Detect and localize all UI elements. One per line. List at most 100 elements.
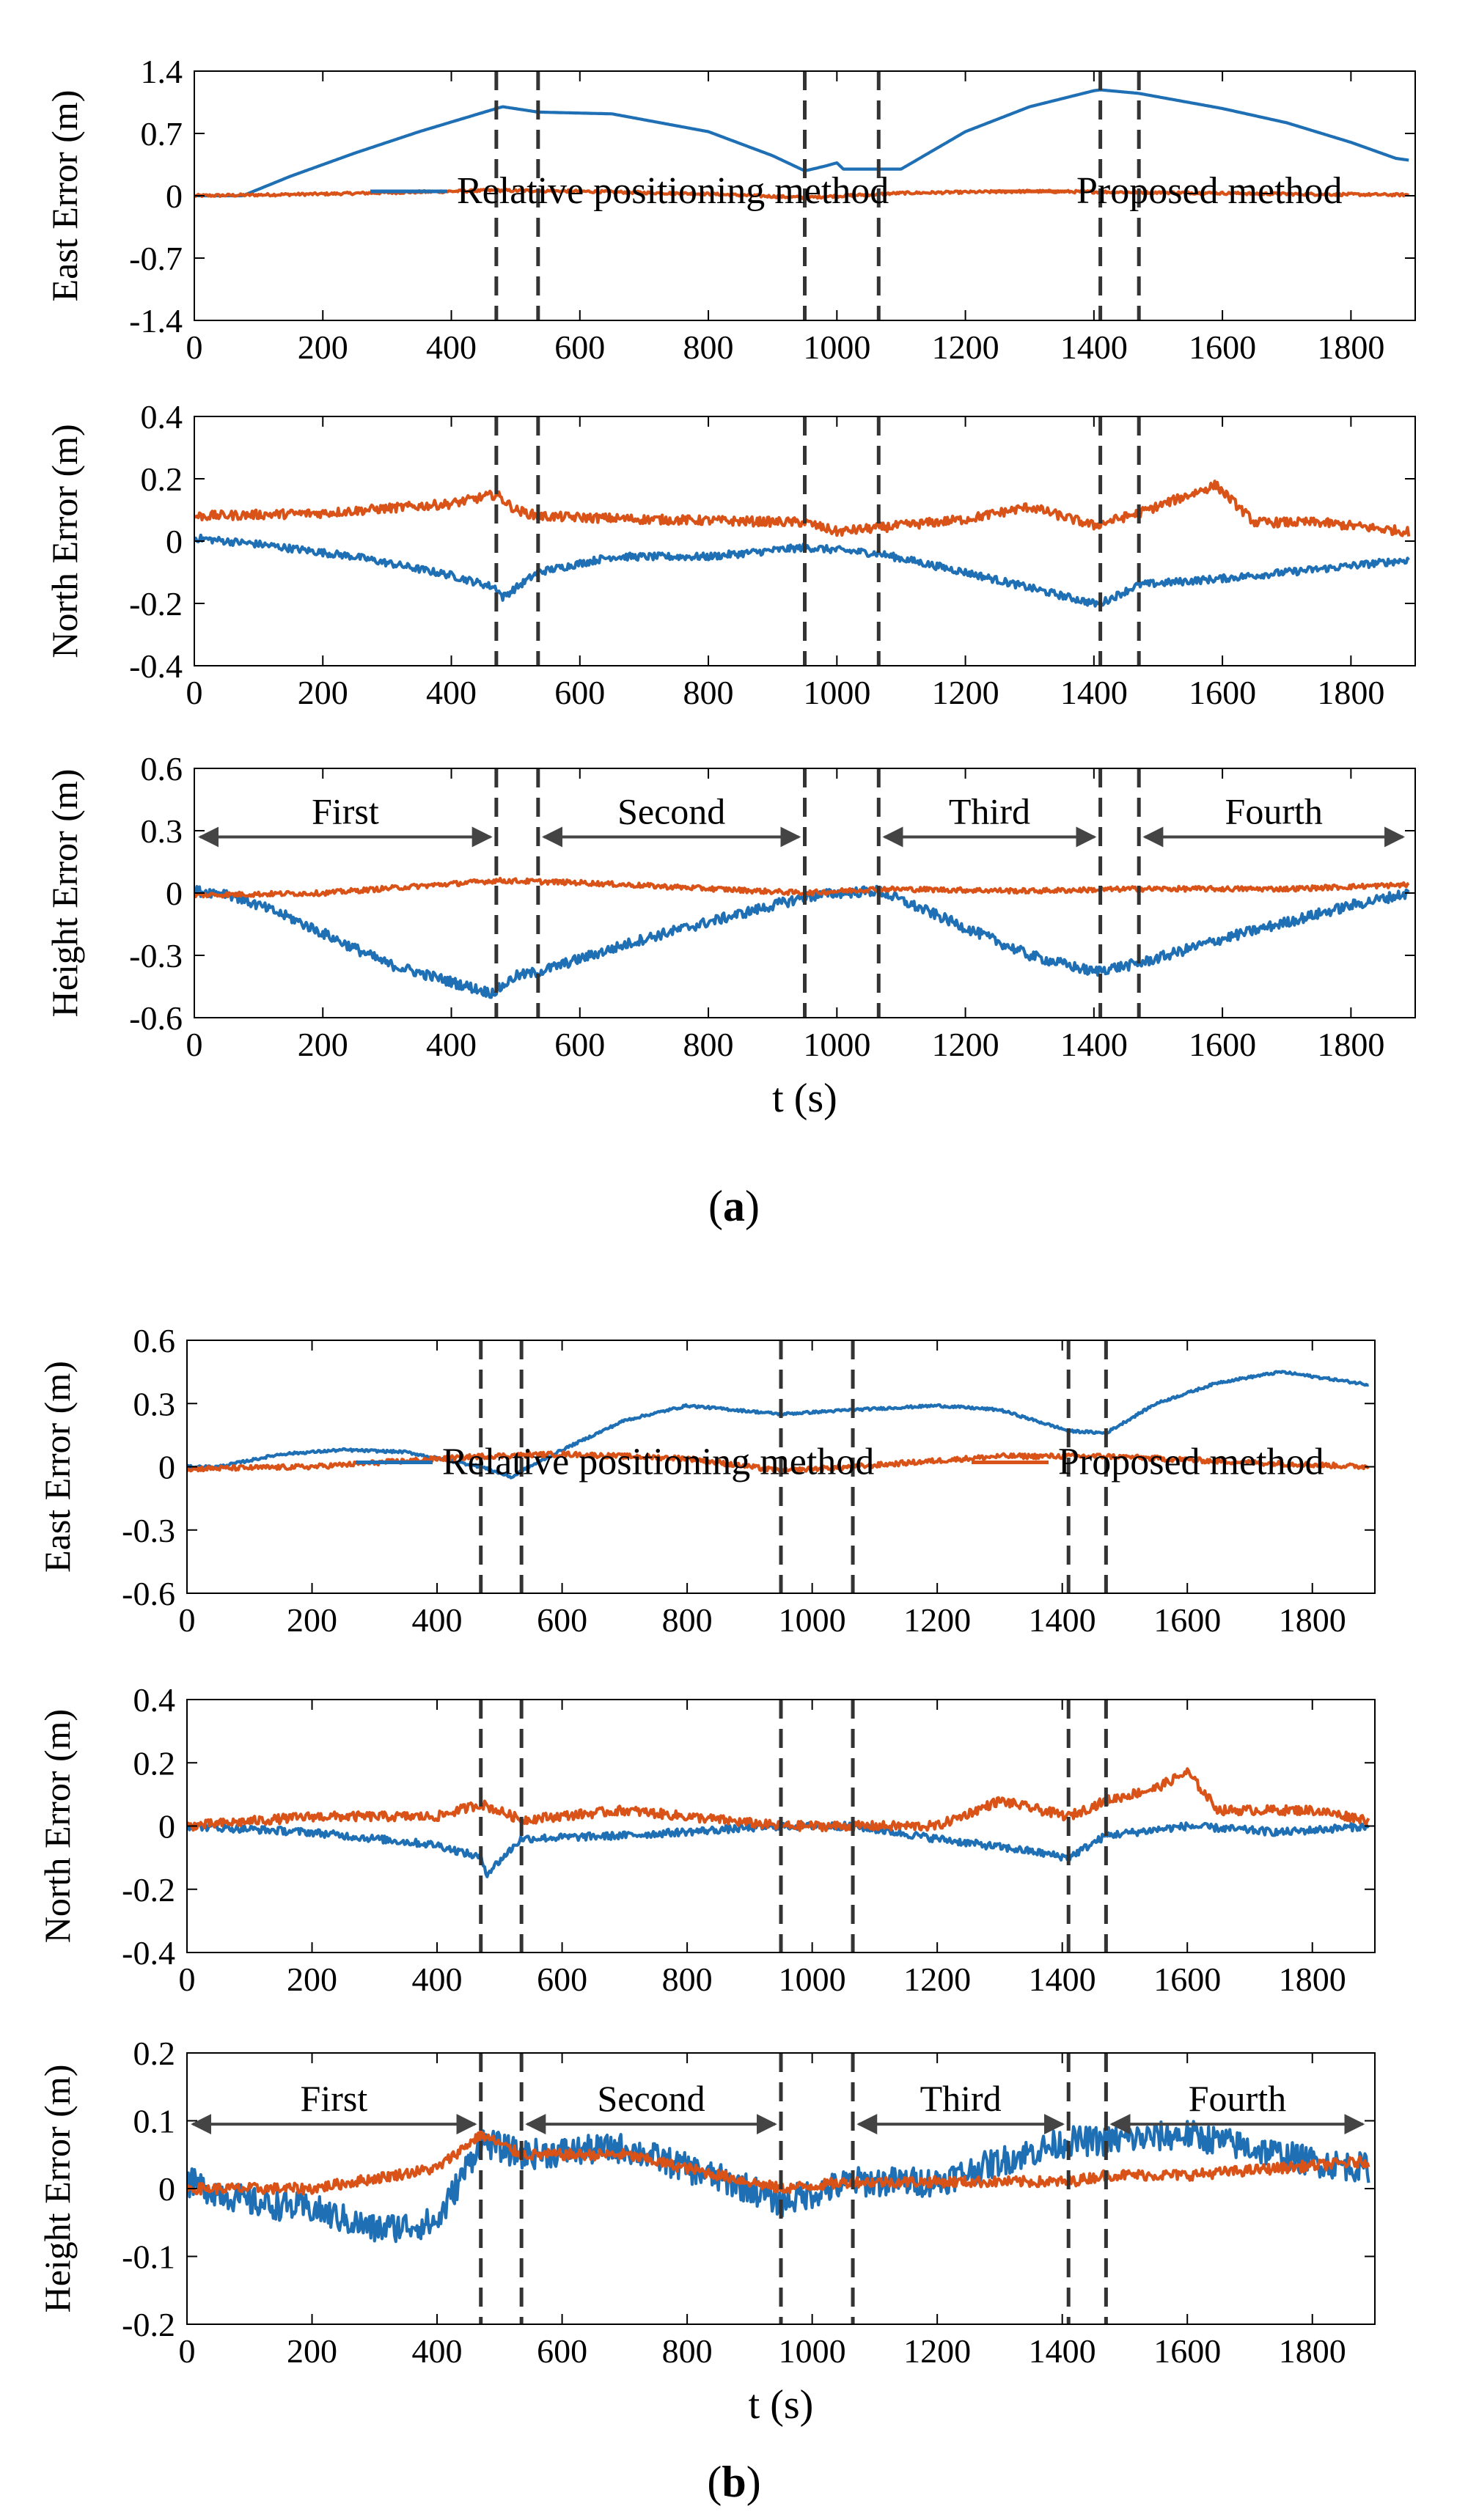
panel-a-chart-2-ytick-label-0: -0.6 [129, 999, 183, 1037]
panel-b-chart-5-phase-label-0: First [301, 2078, 368, 2119]
panel-b-chart-4-series-relative-line [187, 1821, 1370, 1878]
panel-a-chart-1-ylabel: North Error (m) [44, 424, 85, 658]
panel-b-chart-4-ytick-label-4: 0.4 [133, 1681, 176, 1719]
panel-b-chart-3-xtick-label-7: 1400 [1029, 1601, 1096, 1639]
panel-a-chart-2-xtick-label-9: 1800 [1317, 1026, 1384, 1063]
panel-a-chart-0-xtick-label-5: 1000 [803, 328, 870, 366]
panel-a-chart-1-xtick-label-8: 1600 [1189, 674, 1256, 711]
panel-a-caption: (a) [708, 1182, 760, 1230]
charts-layer: 0 200 400 600 800 1000 1200 1400 1600 1800 -1.4 -0.… [37, 53, 1416, 2428]
panel-a-chart-0-legend-label-relative: Relative positioning method [457, 170, 889, 212]
panel-a-chart-2-xtick-label-0: 0 [186, 1026, 203, 1063]
panel-a-chart-1-xtick-label-3: 600 [554, 674, 605, 711]
panel-a-chart-0-xtick-label-6: 1200 [932, 328, 999, 366]
panel-a-chart-2-ytick-label-4: 0.6 [141, 750, 183, 787]
panel-a-chart-0-xtick-label-3: 600 [554, 328, 605, 366]
panel-a-chart-2-ytick-label-3: 0.3 [141, 812, 183, 850]
panel-b-chart-5-xtick-label-8: 1600 [1153, 2332, 1221, 2370]
panel-b-chart-4-xtick-label-6: 1200 [903, 1961, 971, 1998]
panel-b-chart-3-xtick-label-4: 800 [662, 1601, 713, 1639]
panel-b-chart-5-xtick-label-9: 1800 [1279, 2332, 1346, 2370]
panel-b-chart-4: 0 200 400 600 800 1000 1200 1400 1600 1800 -0.4 -0.… [37, 1681, 1376, 1998]
panel-a-chart-2-ytick-label-2: 0 [166, 875, 183, 912]
panel-b-chart-5-series-proposed-line [187, 2128, 1370, 2196]
panel-b-chart-4-xtick-label-2: 400 [412, 1961, 463, 1998]
panel-b-chart-5-xtick-label-1: 200 [287, 2332, 337, 2370]
panel-b-chart-3-ytick-label-2: 0 [158, 1449, 175, 1486]
panel-a-caption-label: a [723, 1182, 745, 1230]
panel-b-chart-5-xtick-label-5: 1000 [779, 2332, 846, 2370]
panel-a-chart-1-xtick-label-6: 1200 [932, 674, 999, 711]
panel-b-chart-3-xtick-label-3: 600 [537, 1601, 587, 1639]
panel-a-chart-1-xtick-label-9: 1800 [1317, 674, 1384, 711]
panel-a-chart-1-xtick-label-0: 0 [186, 674, 203, 711]
panel-b-chart-3-ytick-label-4: 0.6 [133, 1322, 176, 1359]
panel-a-chart-1-xtick-label-7: 1400 [1060, 674, 1128, 711]
panel-b-chart-4-xtick-label-8: 1600 [1153, 1961, 1221, 1998]
panel-a-chart-2-xtick-label-8: 1600 [1189, 1026, 1256, 1063]
panel-a-chart-1-xtick-label-1: 200 [298, 674, 348, 711]
panel-a-chart-2-ytick-label-1: -0.3 [129, 937, 183, 974]
panel-a-chart-0-ytick-label-0: -1.4 [129, 302, 183, 339]
panel-a-chart-2-series-relative-line [194, 884, 1410, 999]
panel-a-chart-2-series-proposed-line [194, 876, 1410, 899]
panel-a-chart-2-xtick-label-2: 400 [426, 1026, 477, 1063]
panel-b-chart-4-ytick-label-0: -0.4 [122, 1934, 175, 1972]
panel-a-chart-0-xtick-label-4: 800 [683, 328, 734, 366]
panel-b-chart-5-xtick-label-2: 400 [412, 2332, 463, 2370]
panel-a-chart-0: 0 200 400 600 800 1000 1200 1400 1600 1800 -1.4 -0.… [44, 53, 1416, 366]
panel-a-chart-0-xtick-label-0: 0 [186, 328, 203, 366]
panel-b-chart-4-ytick-label-2: 0 [158, 1808, 175, 1845]
panel-a-chart-0-ytick-label-1: -0.7 [129, 240, 183, 277]
panel-a-chart-1-xtick-label-4: 800 [683, 674, 734, 711]
panel-b-chart-3-xtick-label-1: 200 [287, 1601, 337, 1639]
panel-b-chart-4-ylabel: North Error (m) [37, 1709, 78, 1943]
panel-a-chart-1-xtick-label-5: 1000 [803, 674, 870, 711]
panel-b-chart-4-xtick-label-7: 1400 [1029, 1961, 1096, 1998]
panel-b-chart-3-xtick-label-9: 1800 [1279, 1601, 1346, 1639]
panel-b-caption-label: b [722, 2458, 746, 2506]
panel-b-chart-4-xtick-label-3: 600 [537, 1961, 587, 1998]
panel-b-chart-5-ytick-label-4: 0.2 [133, 2035, 176, 2072]
panel-b-chart-4-ytick-label-1: -0.2 [122, 1871, 175, 1909]
panel-b-chart-3-xtick-label-5: 1000 [779, 1601, 846, 1639]
panel-b-chart-5-xtick-label-7: 1400 [1029, 2332, 1096, 2370]
panel-b-chart-5-phase-label-1: Second [597, 2078, 705, 2119]
panel-a-chart-0-xtick-label-2: 400 [426, 328, 477, 366]
panel-b-chart-5-phase-label-3: Fourth [1189, 2078, 1286, 2119]
panel-a-chart-0-xtick-label-1: 200 [298, 328, 348, 366]
panel-a-chart-2-xtick-label-7: 1400 [1060, 1026, 1128, 1063]
panel-a-chart-1-ytick-label-2: 0 [166, 523, 183, 560]
panel-b-chart-5-xtick-label-3: 600 [537, 2332, 587, 2370]
panel-b-chart-4-xtick-label-1: 200 [287, 1961, 337, 1998]
panel-b-chart-3-ytick-label-1: -0.3 [122, 1512, 175, 1549]
panel-b-chart-5-phase-label-2: Third [920, 2078, 1002, 2119]
panel-b-chart-3-series-relative-line [187, 1370, 1369, 1480]
panel-b-chart-4-xtick-label-5: 1000 [779, 1961, 846, 1998]
panel-b-chart-3-xtick-label-0: 0 [179, 1601, 196, 1639]
panel-b-caption-close: ) [746, 2458, 761, 2506]
panel-a-chart-2-ylabel: Height Error (m) [44, 769, 85, 1018]
panel-a-chart-0-legend-label-proposed: Proposed method [1076, 170, 1343, 212]
panel-b-chart-3: 0 200 400 600 800 1000 1200 1400 1600 1800 -0.6 -0.… [37, 1322, 1376, 1639]
panel-b-chart-3-legend-label-relative: Relative positioning method [442, 1441, 874, 1483]
panel-b-chart-5-xtick-label-0: 0 [179, 2332, 196, 2370]
panel-a-chart-1-ytick-label-3: 0.2 [141, 460, 183, 498]
panel-a-chart-0-ytick-label-2: 0 [166, 177, 183, 215]
panel-b-chart-5-series-relative-line [187, 2120, 1370, 2244]
panel-a-chart-1-ytick-label-1: -0.2 [129, 585, 183, 622]
panel-b-caption: (b) [707, 2458, 760, 2506]
panel-b-chart-5-ytick-label-2: 0 [158, 2170, 175, 2208]
panel-a-chart-2-phase-label-3: Fourth [1225, 791, 1323, 832]
panel-a-chart-0-series-relative-line [194, 88, 1409, 198]
panel-a-chart-1-ytick-label-0: -0.4 [129, 647, 183, 685]
panel-b-chart-5: 0 200 400 600 800 1000 1200 1400 1600 1800 -0.2 -0.… [37, 2035, 1376, 2428]
panel-a-chart-0-ytick-label-3: 0.7 [141, 115, 183, 153]
panel-b-chart-5-xtick-label-4: 800 [662, 2332, 713, 2370]
panel-b-chart-4-ytick-label-3: 0.2 [133, 1744, 176, 1782]
panel-a-chart-0-xtick-label-7: 1400 [1060, 328, 1128, 366]
panel-b-chart-3-xtick-label-6: 1200 [903, 1601, 971, 1639]
panel-a-caption-close: ) [745, 1182, 760, 1230]
panel-a-chart-2-xtick-label-1: 200 [298, 1026, 348, 1063]
